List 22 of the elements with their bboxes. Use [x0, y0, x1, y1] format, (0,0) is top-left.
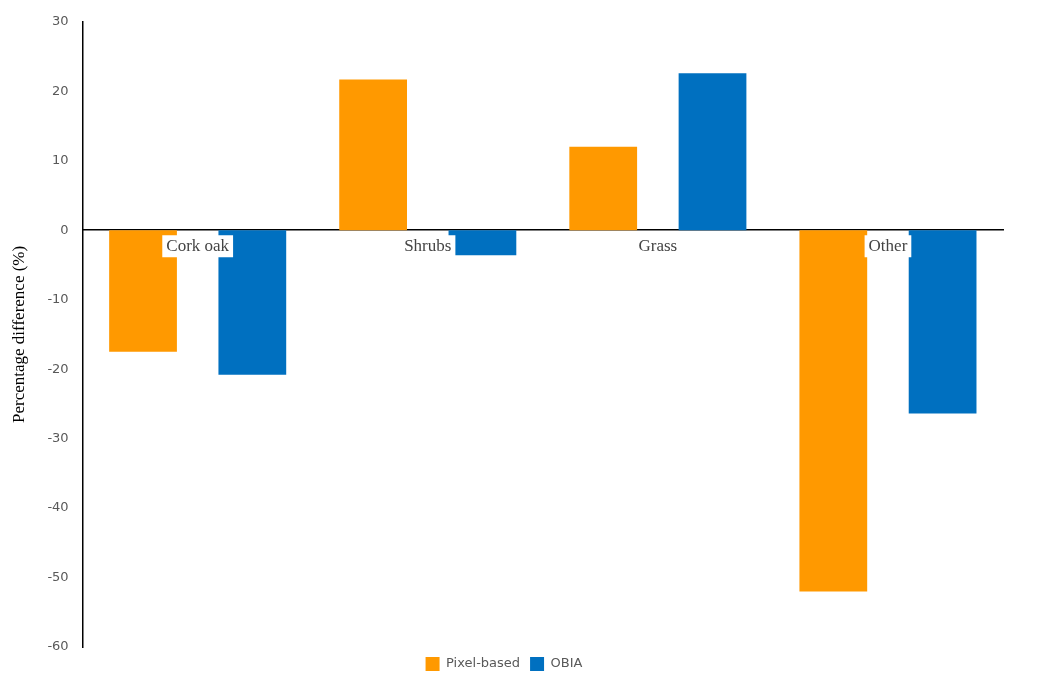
y-tick-label: -30 — [47, 429, 69, 445]
x-tick-label: Other — [868, 236, 908, 256]
y-axis-title: Percentage difference (%) — [8, 245, 28, 423]
y-tick-label: 10 — [52, 152, 69, 168]
bar — [678, 73, 747, 231]
x-tick-label: Shrubs — [404, 236, 452, 256]
x-tick-label: Cork oak — [166, 236, 230, 256]
y-tick-label: 30 — [52, 13, 69, 29]
bar — [908, 230, 977, 414]
y-tick-label: -50 — [47, 568, 69, 584]
y-tick-label: -60 — [47, 638, 69, 654]
x-tick-label: Grass — [638, 236, 678, 256]
y-tick-label: -20 — [47, 360, 69, 376]
legend-label: OBIA — [550, 655, 583, 671]
y-tick-label: 20 — [52, 82, 69, 98]
legend-label: Pixel-based — [446, 655, 521, 671]
bar — [339, 79, 408, 231]
y-tick-label: -40 — [47, 499, 69, 515]
bar — [799, 230, 868, 592]
bar — [569, 146, 638, 231]
y-tick-label: -10 — [47, 291, 69, 307]
y-tick-label: 0 — [60, 221, 69, 237]
